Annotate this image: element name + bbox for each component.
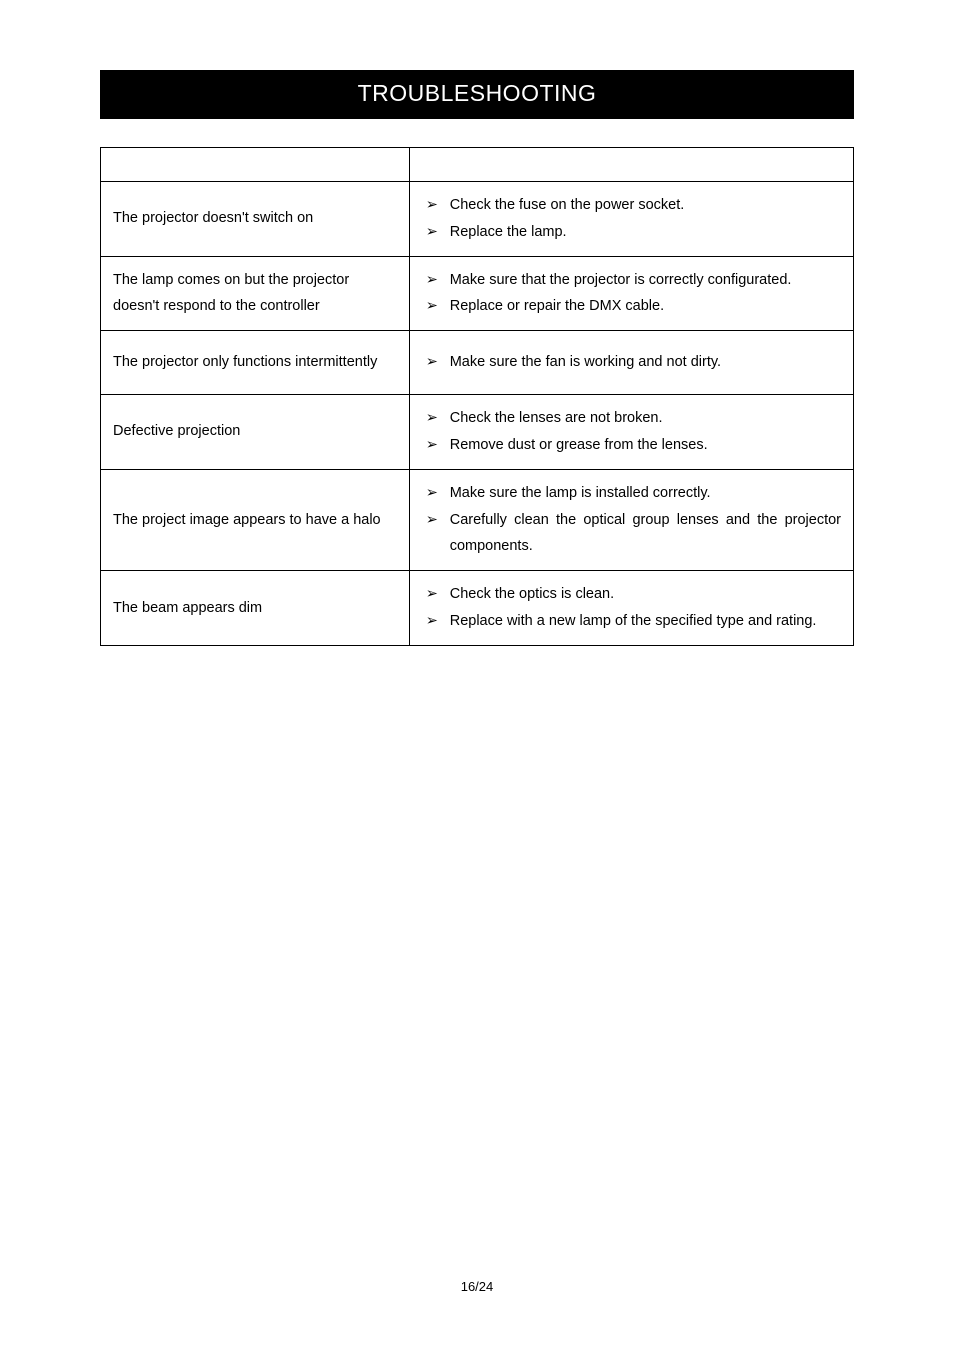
bullet-icon: ➢ bbox=[422, 608, 450, 635]
bullet-icon: ➢ bbox=[422, 581, 450, 608]
solution-text: Check the optics is clean. bbox=[450, 581, 841, 608]
header-cell-solution bbox=[409, 148, 853, 182]
solution-item: ➢ Replace the lamp. bbox=[422, 219, 841, 246]
bullet-icon: ➢ bbox=[422, 349, 450, 376]
solution-text: Make sure that the projector is correctl… bbox=[450, 267, 841, 294]
solution-cell: ➢ Check the fuse on the power socket. ➢ … bbox=[409, 182, 853, 257]
solution-item: ➢ Remove dust or grease from the lenses. bbox=[422, 432, 841, 459]
bullet-icon: ➢ bbox=[422, 293, 450, 320]
solution-text: Replace with a new lamp of the specified… bbox=[450, 608, 841, 635]
table-row: The lamp comes on but the projector does… bbox=[101, 256, 854, 331]
problem-cell: The project image appears to have a halo bbox=[101, 469, 410, 570]
solution-item: ➢ Make sure the fan is working and not d… bbox=[422, 349, 841, 376]
solution-text: Check the fuse on the power socket. bbox=[450, 192, 841, 219]
solution-cell: ➢ Make sure the fan is working and not d… bbox=[409, 331, 853, 395]
solution-item: ➢ Carefully clean the optical group lens… bbox=[422, 507, 841, 561]
problem-cell: The beam appears dim bbox=[101, 571, 410, 646]
bullet-icon: ➢ bbox=[422, 219, 450, 246]
troubleshooting-table: The projector doesn't switch on ➢ Check … bbox=[100, 147, 854, 646]
solution-item: ➢ Replace with a new lamp of the specifi… bbox=[422, 608, 841, 635]
bullet-icon: ➢ bbox=[422, 405, 450, 432]
table-row: The projector only functions intermitten… bbox=[101, 331, 854, 395]
bullet-icon: ➢ bbox=[422, 192, 450, 219]
solution-cell: ➢ Check the lenses are not broken. ➢ Rem… bbox=[409, 395, 853, 470]
solution-text: Make sure the lamp is installed correctl… bbox=[450, 480, 841, 507]
problem-cell: The lamp comes on but the projector does… bbox=[101, 256, 410, 331]
bullet-icon: ➢ bbox=[422, 432, 450, 459]
section-title: TROUBLESHOOTING bbox=[100, 70, 854, 119]
solution-text: Replace or repair the DMX cable. bbox=[450, 293, 841, 320]
solution-item: ➢ Check the optics is clean. bbox=[422, 581, 841, 608]
solution-item: ➢ Make sure the lamp is installed correc… bbox=[422, 480, 841, 507]
solution-text: Make sure the fan is working and not dir… bbox=[450, 349, 841, 376]
solution-text: Carefully clean the optical group lenses… bbox=[450, 507, 841, 561]
bullet-icon: ➢ bbox=[422, 267, 450, 294]
solution-text: Check the lenses are not broken. bbox=[450, 405, 841, 432]
table-header-row bbox=[101, 148, 854, 182]
solution-item: ➢ Check the fuse on the power socket. bbox=[422, 192, 841, 219]
problem-cell: The projector only functions intermitten… bbox=[101, 331, 410, 395]
table-row: The projector doesn't switch on ➢ Check … bbox=[101, 182, 854, 257]
solution-text: Remove dust or grease from the lenses. bbox=[450, 432, 841, 459]
solution-item: ➢ Check the lenses are not broken. bbox=[422, 405, 841, 432]
problem-cell: Defective projection bbox=[101, 395, 410, 470]
solution-cell: ➢ Check the optics is clean. ➢ Replace w… bbox=[409, 571, 853, 646]
problem-cell: The projector doesn't switch on bbox=[101, 182, 410, 257]
table-row: The beam appears dim ➢ Check the optics … bbox=[101, 571, 854, 646]
bullet-icon: ➢ bbox=[422, 480, 450, 507]
solution-text: Replace the lamp. bbox=[450, 219, 841, 246]
page-number: 16/24 bbox=[0, 1279, 954, 1294]
solution-item: ➢ Replace or repair the DMX cable. bbox=[422, 293, 841, 320]
header-cell-problem bbox=[101, 148, 410, 182]
solution-item: ➢ Make sure that the projector is correc… bbox=[422, 267, 841, 294]
table-row: The project image appears to have a halo… bbox=[101, 469, 854, 570]
solution-cell: ➢ Make sure the lamp is installed correc… bbox=[409, 469, 853, 570]
table-row: Defective projection ➢ Check the lenses … bbox=[101, 395, 854, 470]
solution-cell: ➢ Make sure that the projector is correc… bbox=[409, 256, 853, 331]
bullet-icon: ➢ bbox=[422, 507, 450, 534]
